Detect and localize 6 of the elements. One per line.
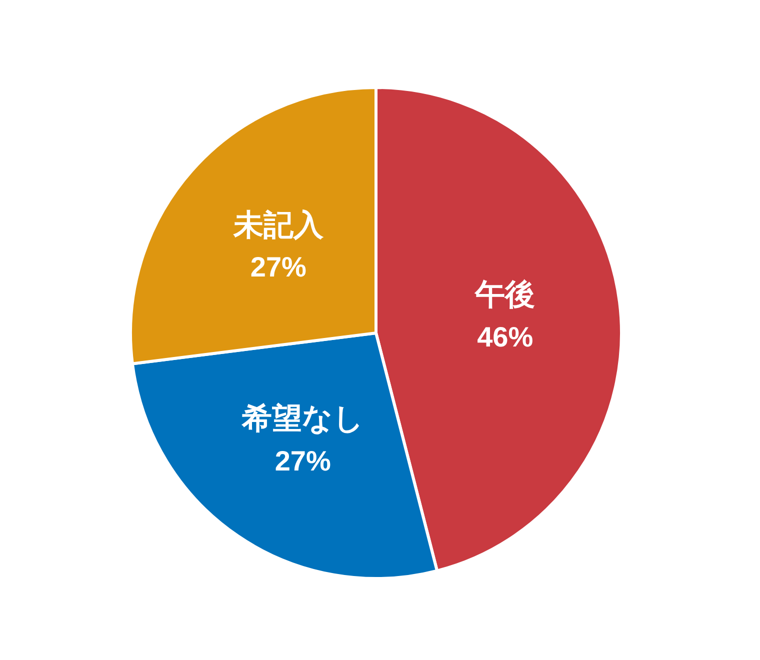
data-label: 27%	[250, 252, 307, 283]
data-label: 46%	[477, 321, 534, 352]
slice-label: 未記入	[232, 208, 324, 243]
data-label: 27%	[274, 445, 331, 476]
slice-label: 希望なし	[240, 401, 364, 436]
slice-label: 午後	[474, 277, 536, 312]
